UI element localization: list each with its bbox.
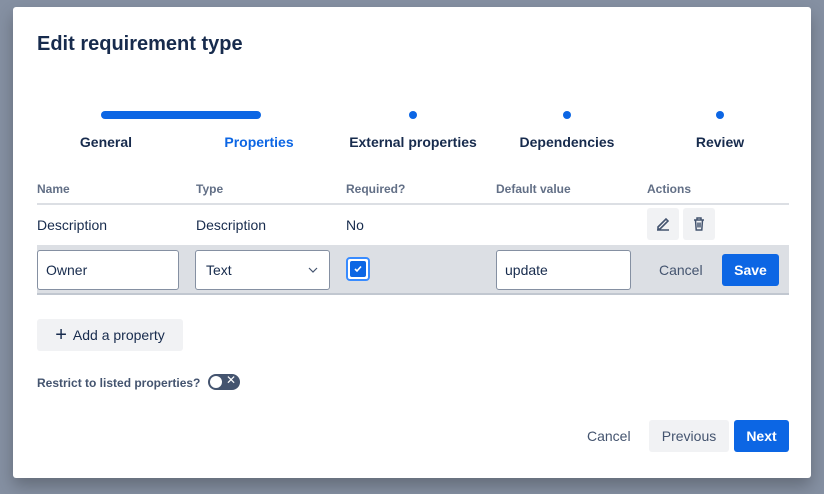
step-label: Dependencies (519, 134, 615, 150)
add-property-label: Add a property (72, 327, 165, 343)
type-select[interactable]: Text (195, 250, 330, 290)
row-name: Description (37, 217, 108, 233)
header-type: Type (196, 182, 224, 196)
next-button[interactable]: Next (734, 420, 789, 452)
chevron-down-icon (308, 267, 318, 273)
restrict-label: Restrict to listed properties? (37, 376, 201, 390)
add-property-button[interactable]: + Add a property (37, 319, 183, 351)
row-save-button[interactable]: Save (722, 254, 779, 286)
step-label: General (79, 134, 133, 150)
plus-icon: + (55, 323, 67, 346)
name-input[interactable]: Owner (37, 250, 179, 290)
step-dot-icon (409, 111, 417, 119)
edit-icon (657, 217, 670, 231)
step-label: Review (695, 134, 745, 150)
row-required: No (346, 217, 364, 233)
header-required: Required? (346, 182, 406, 196)
header-divider (37, 203, 789, 205)
dialog-title: Edit requirement type (37, 33, 243, 55)
step-label: External properties (349, 134, 477, 150)
type-select-value: Text (206, 262, 232, 278)
row-type: Description (196, 217, 267, 233)
row-cancel-button[interactable]: Cancel (659, 262, 703, 278)
restrict-toggle[interactable]: ✕ (208, 373, 240, 390)
step-progress-bar (101, 111, 261, 119)
edit-requirement-type-dialog: Edit requirement type General Properties… (13, 7, 811, 478)
step-external-properties[interactable]: External properties (336, 111, 490, 150)
step-properties[interactable]: Properties (182, 111, 336, 150)
close-icon: ✕ (225, 373, 236, 387)
header-actions: Actions (647, 182, 692, 196)
header-name: Name (37, 182, 70, 196)
cancel-button[interactable]: Cancel (587, 428, 631, 444)
required-checkbox[interactable] (346, 257, 370, 281)
edit-button[interactable] (647, 208, 679, 240)
step-dependencies[interactable]: Dependencies (490, 111, 644, 150)
trash-icon (694, 217, 704, 231)
step-general[interactable]: General (29, 111, 183, 150)
step-dot-icon (716, 111, 724, 119)
check-icon (354, 265, 362, 273)
previous-button[interactable]: Previous (649, 420, 729, 452)
step-dot-icon (563, 111, 571, 119)
default-value-input[interactable]: update (496, 250, 631, 290)
step-review[interactable]: Review (643, 111, 797, 150)
step-label: Properties (224, 134, 294, 150)
delete-button[interactable] (683, 208, 715, 240)
header-default-value: Default value (496, 182, 571, 196)
edit-row: Owner Text update Cancel Save (37, 245, 789, 295)
